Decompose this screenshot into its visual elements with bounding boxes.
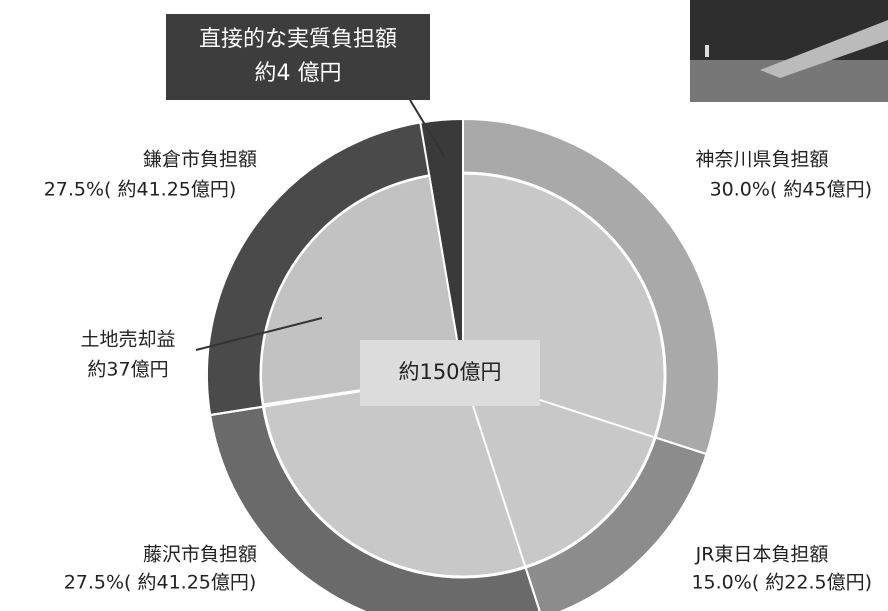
chart: 約150億円 神奈川県負担額 30.0%( 約45億円) JR東日本負担額 15.0%(… [0, 0, 888, 611]
segment-value: 27.5%( 約41.25億円) [44, 179, 237, 201]
segment-name: 神奈川県負担額 [695, 149, 828, 171]
segment-value: 15.0%( 約22.5億円) [691, 572, 872, 594]
segment-name: 藤沢市負担額 [143, 544, 257, 566]
callout-name: 直接的な実質負担額 [199, 27, 397, 52]
page: 約150億円 神奈川県負担額 30.0%( 約45億円) JR東日本負担額 15.0%(… [0, 0, 888, 611]
inner-name: 土地売却益 [80, 329, 175, 351]
segment-name: JR東日本負担額 [695, 544, 829, 566]
center-label: 約150億円 [398, 360, 501, 384]
photo [690, 0, 888, 102]
segment-value: 27.5%( 約41.25億円) [64, 572, 257, 594]
segment-name: 鎌倉市負担額 [143, 149, 257, 171]
inner-value: 約37億円 [87, 359, 168, 381]
segment-value: 30.0%( 約45億円) [710, 179, 872, 201]
callout-value: 約4 億円 [255, 61, 342, 86]
